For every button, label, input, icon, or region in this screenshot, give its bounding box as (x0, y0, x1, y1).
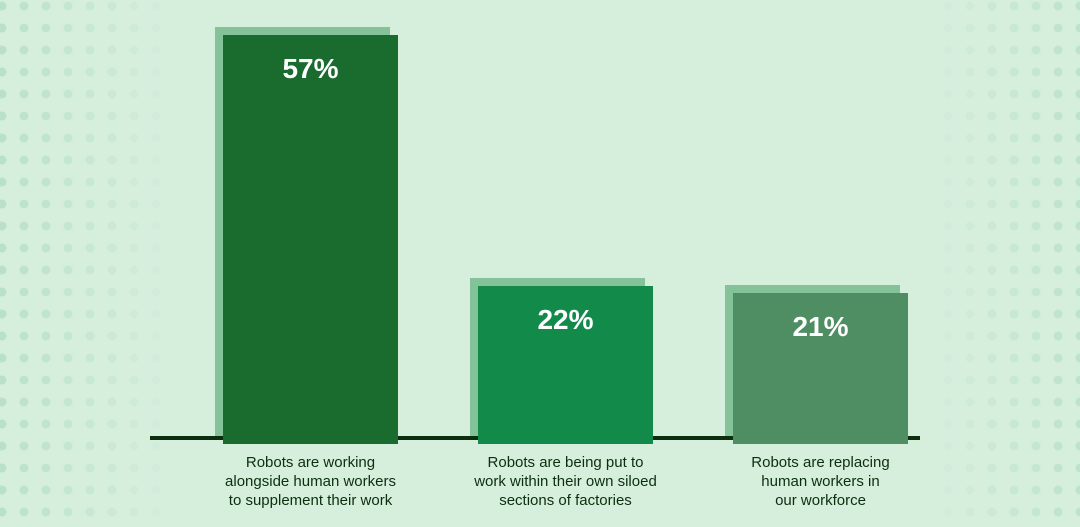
bar-2: 22% (470, 278, 653, 444)
bar-3: 21% (725, 285, 908, 444)
bar-3-value-label: 21% (733, 311, 908, 343)
bar-1-body: 57% (223, 35, 398, 444)
dots-right (920, 0, 1080, 527)
bar-2-caption: Robots are being put to work within thei… (453, 454, 679, 510)
bar-2-body: 22% (478, 286, 653, 444)
dots-left (0, 0, 160, 527)
bar-3-caption: Robots are replacing human workers in ou… (708, 454, 934, 510)
bar-1-value-label: 57% (223, 53, 398, 85)
chart-canvas: 57% Robots are working alongside human w… (0, 0, 1080, 527)
bar-2-value-label: 22% (478, 304, 653, 336)
bar-3-body: 21% (733, 293, 908, 444)
bar-1: 57% (215, 27, 398, 444)
bar-1-caption: Robots are working alongside human worke… (198, 454, 424, 510)
